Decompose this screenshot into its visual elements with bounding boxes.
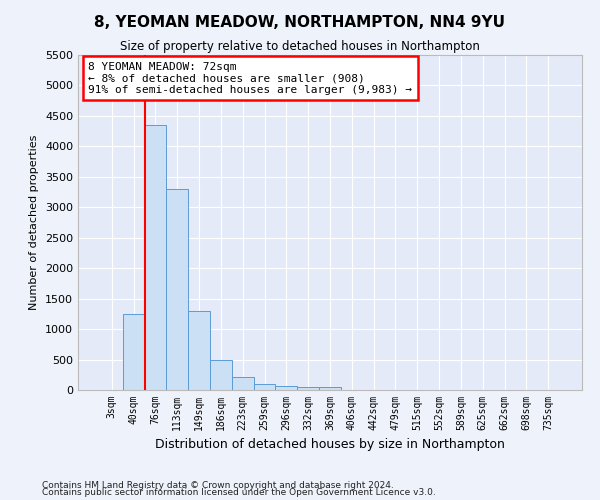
Bar	[232, 377, 254, 390]
Bar	[319, 387, 341, 390]
Bar	[297, 387, 319, 390]
Y-axis label: Number of detached properties: Number of detached properties	[29, 135, 40, 310]
Text: Contains public sector information licensed under the Open Government Licence v3: Contains public sector information licen…	[42, 488, 436, 497]
Bar	[123, 314, 145, 390]
Bar	[254, 384, 275, 390]
Text: 8 YEOMAN MEADOW: 72sqm
← 8% of detached houses are smaller (908)
91% of semi-det: 8 YEOMAN MEADOW: 72sqm ← 8% of detached …	[88, 62, 412, 95]
Bar	[210, 360, 232, 390]
Text: Size of property relative to detached houses in Northampton: Size of property relative to detached ho…	[120, 40, 480, 53]
Bar	[166, 189, 188, 390]
Bar	[145, 125, 166, 390]
Text: Contains HM Land Registry data © Crown copyright and database right 2024.: Contains HM Land Registry data © Crown c…	[42, 480, 394, 490]
Text: 8, YEOMAN MEADOW, NORTHAMPTON, NN4 9YU: 8, YEOMAN MEADOW, NORTHAMPTON, NN4 9YU	[95, 15, 505, 30]
Bar	[275, 386, 297, 390]
Bar	[188, 311, 210, 390]
X-axis label: Distribution of detached houses by size in Northampton: Distribution of detached houses by size …	[155, 438, 505, 452]
